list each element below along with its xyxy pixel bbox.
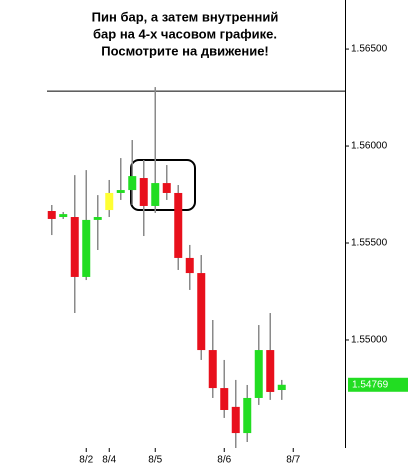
x-tick-label: 8/5 — [148, 455, 162, 464]
y-tick-label: 1.56000 — [351, 141, 388, 152]
candle-body — [277, 384, 286, 391]
candle-body — [70, 217, 79, 277]
candle-body — [82, 219, 91, 277]
candle-body — [197, 273, 206, 351]
candle-body — [243, 397, 252, 434]
candle-body — [59, 214, 68, 218]
x-tick-label: 8/4 — [102, 455, 116, 464]
y-tick-label: 1.55000 — [351, 335, 388, 346]
candle-body — [105, 192, 114, 211]
last-price-label: 1.54769 — [352, 379, 389, 390]
candle-body — [47, 211, 56, 219]
candle-body — [93, 217, 102, 220]
candle-body — [151, 183, 160, 206]
candle-body — [208, 350, 217, 389]
candle-body — [266, 350, 275, 392]
candle-body — [185, 257, 194, 274]
candle-body — [254, 350, 263, 398]
candle-body — [162, 183, 171, 193]
x-tick-label: 8/7 — [286, 455, 300, 464]
candle-body — [128, 176, 137, 191]
y-tick-label: 1.55500 — [351, 238, 388, 249]
y-tick-label: 1.56500 — [351, 44, 388, 55]
annotation: Посмотрите на движение! — [101, 43, 269, 58]
candle-body — [116, 190, 125, 193]
candle-body — [174, 192, 183, 258]
candle-body — [231, 406, 240, 434]
last-price-box — [348, 377, 408, 392]
x-tick-label: 8/2 — [79, 455, 93, 464]
annotation: Пин бар, а затем внутренний — [92, 9, 279, 24]
annotation: бар на 4-х часовом графике. — [93, 26, 277, 41]
candle-body — [139, 178, 148, 206]
x-tick-label: 8/6 — [217, 455, 231, 464]
candle-body — [220, 388, 229, 410]
